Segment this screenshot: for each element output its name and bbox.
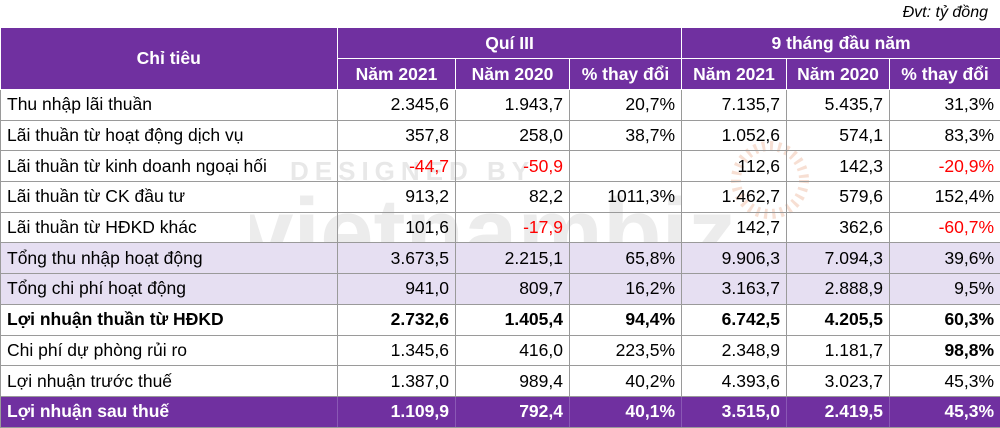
header-group-9m: 9 tháng đầu năm <box>682 28 1000 59</box>
table-row: Thu nhập lãi thuần 2.345,6 1.943,7 20,7%… <box>1 90 1000 121</box>
cell: 142,7 <box>682 212 787 243</box>
table-row: Tổng chi phí hoạt động 941,0 809,7 16,2%… <box>1 274 1000 305</box>
cell: 38,7% <box>570 120 682 151</box>
cell: 792,4 <box>456 396 570 427</box>
row-label: Lợi nhuận thuần từ HĐKD <box>1 304 338 335</box>
cell: 7.135,7 <box>682 90 787 121</box>
cell: 16,2% <box>570 274 682 305</box>
cell: 112,6 <box>682 151 787 182</box>
cell: 94,4% <box>570 304 682 335</box>
cell: 1.943,7 <box>456 90 570 121</box>
cell: 101,6 <box>338 212 456 243</box>
cell: 2.419,5 <box>787 396 890 427</box>
cell: 152,4% <box>890 182 1000 213</box>
row-label: Tổng thu nhập hoạt động <box>1 243 338 274</box>
cell: 574,1 <box>787 120 890 151</box>
cell: -60,7% <box>890 212 1000 243</box>
row-label: Chi phí dự phòng rủi ro <box>1 335 338 366</box>
cell: 40,2% <box>570 366 682 397</box>
cell: 223,5% <box>570 335 682 366</box>
cell: 60,3% <box>890 304 1000 335</box>
table-row: Lợi nhuận thuần từ HĐKD 2.732,6 1.405,4 … <box>1 304 1000 335</box>
cell: 579,6 <box>787 182 890 213</box>
cell: 9,5% <box>890 274 1000 305</box>
cell: 1.405,4 <box>456 304 570 335</box>
cell <box>570 212 682 243</box>
cell: 5.435,7 <box>787 90 890 121</box>
cell: 1.345,6 <box>338 335 456 366</box>
cell: 2.888,9 <box>787 274 890 305</box>
table-row: Lãi thuần từ kinh doanh ngoại hối -44,7 … <box>1 151 1000 182</box>
cell: 7.094,3 <box>787 243 890 274</box>
subheader-q3-2021: Năm 2021 <box>338 59 456 90</box>
subheader-q3-2020: Năm 2020 <box>456 59 570 90</box>
cell: 1.387,0 <box>338 366 456 397</box>
subheader-9m-2020: Năm 2020 <box>787 59 890 90</box>
cell: 45,3% <box>890 396 1000 427</box>
cell: 40,1% <box>570 396 682 427</box>
cell: 20,7% <box>570 90 682 121</box>
cell: 4.393,6 <box>682 366 787 397</box>
cell: 2.345,6 <box>338 90 456 121</box>
cell: 1011,3% <box>570 182 682 213</box>
cell: -50,9 <box>456 151 570 182</box>
cell: 1.181,7 <box>787 335 890 366</box>
subheader-9m-2021: Năm 2021 <box>682 59 787 90</box>
table-row: Tổng thu nhập hoạt động 3.673,5 2.215,1 … <box>1 243 1000 274</box>
cell: -17,9 <box>456 212 570 243</box>
cell: 6.742,5 <box>682 304 787 335</box>
subheader-q3-change: % thay đổi <box>570 59 682 90</box>
row-label: Lãi thuần từ hoạt động dịch vụ <box>1 120 338 151</box>
cell: 913,2 <box>338 182 456 213</box>
table-row: Lãi thuần từ CK đầu tư 913,2 82,2 1011,3… <box>1 182 1000 213</box>
cell: 258,0 <box>456 120 570 151</box>
cell: 416,0 <box>456 335 570 366</box>
cell: 362,6 <box>787 212 890 243</box>
cell: 809,7 <box>456 274 570 305</box>
cell: 357,8 <box>338 120 456 151</box>
cell: 142,3 <box>787 151 890 182</box>
cell: 1.109,9 <box>338 396 456 427</box>
table-row-total: Lợi nhuận sau thuế 1.109,9 792,4 40,1% 3… <box>1 396 1000 427</box>
cell: 82,2 <box>456 182 570 213</box>
cell: 1.052,6 <box>682 120 787 151</box>
cell: 39,6% <box>890 243 1000 274</box>
header-indicator: Chỉ tiêu <box>1 28 338 90</box>
financial-table: Chỉ tiêu Quí III 9 tháng đầu năm Năm 202… <box>0 28 1000 428</box>
cell: 9.906,3 <box>682 243 787 274</box>
row-label: Lãi thuần từ HĐKD khác <box>1 212 338 243</box>
cell: 4.205,5 <box>787 304 890 335</box>
subheader-9m-change: % thay đổi <box>890 59 1000 90</box>
cell: 989,4 <box>456 366 570 397</box>
row-label: Lãi thuần từ CK đầu tư <box>1 182 338 213</box>
cell: 3.023,7 <box>787 366 890 397</box>
unit-note: Đvt: tỷ đồng <box>903 4 988 22</box>
cell: 3.673,5 <box>338 243 456 274</box>
cell: -44,7 <box>338 151 456 182</box>
cell: 2.732,6 <box>338 304 456 335</box>
cell: 98,8% <box>890 335 1000 366</box>
row-label: Lợi nhuận sau thuế <box>1 396 338 427</box>
cell: -20,9% <box>890 151 1000 182</box>
table-row: Chi phí dự phòng rủi ro 1.345,6 416,0 22… <box>1 335 1000 366</box>
cell: 45,3% <box>890 366 1000 397</box>
cell: 83,3% <box>890 120 1000 151</box>
row-label: Lợi nhuận trước thuế <box>1 366 338 397</box>
cell: 3.163,7 <box>682 274 787 305</box>
header-group-q3: Quí III <box>338 28 682 59</box>
cell <box>570 151 682 182</box>
cell: 65,8% <box>570 243 682 274</box>
table-row: Lợi nhuận trước thuế 1.387,0 989,4 40,2%… <box>1 366 1000 397</box>
table-row: Lãi thuần từ HĐKD khác 101,6 -17,9 142,7… <box>1 212 1000 243</box>
row-label: Thu nhập lãi thuần <box>1 90 338 121</box>
cell: 2.348,9 <box>682 335 787 366</box>
cell: 1.462,7 <box>682 182 787 213</box>
table-row: Lãi thuần từ hoạt động dịch vụ 357,8 258… <box>1 120 1000 151</box>
cell: 3.515,0 <box>682 396 787 427</box>
cell: 2.215,1 <box>456 243 570 274</box>
cell: 31,3% <box>890 90 1000 121</box>
row-label: Tổng chi phí hoạt động <box>1 274 338 305</box>
row-label: Lãi thuần từ kinh doanh ngoại hối <box>1 151 338 182</box>
cell: 941,0 <box>338 274 456 305</box>
